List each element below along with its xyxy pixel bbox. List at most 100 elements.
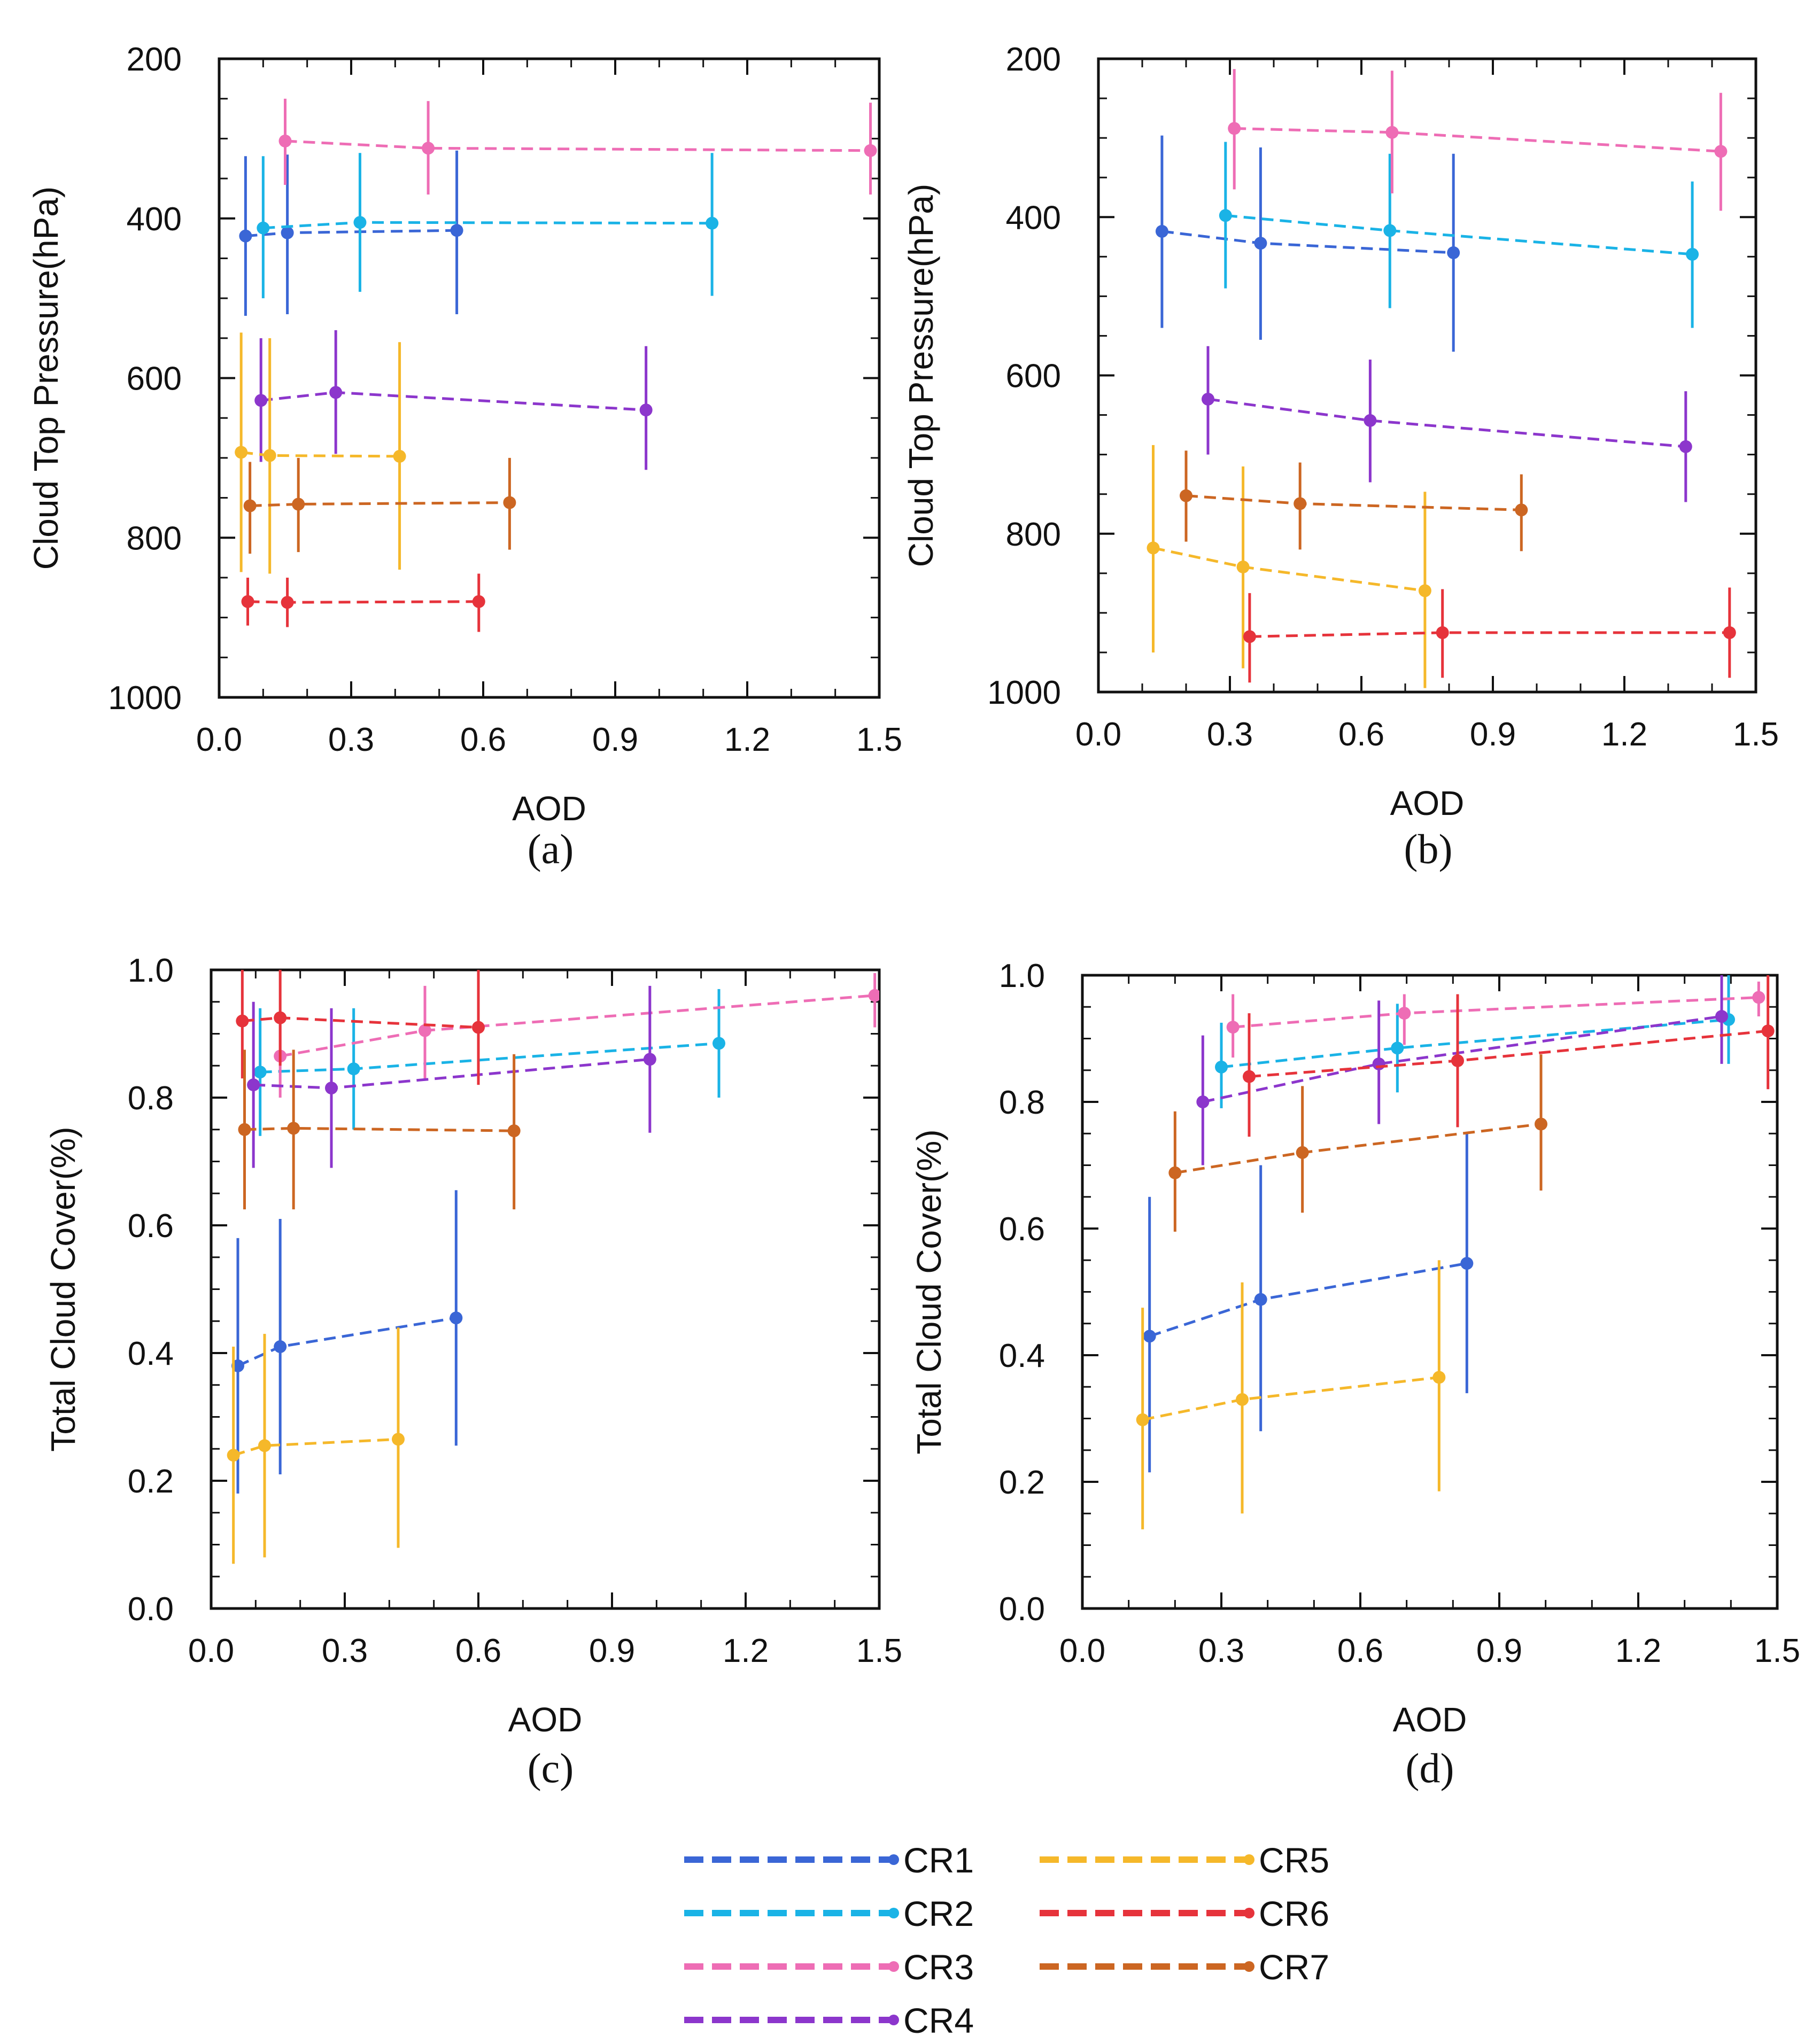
x-tick-label: 0.3 [328,721,374,758]
data-point [274,1011,287,1024]
series-line [1225,214,1693,256]
series-cr7 [243,457,516,554]
series-line [1174,1122,1542,1175]
series-line [1249,1029,1768,1078]
series-line [285,139,871,152]
data-point [472,1021,485,1034]
data-point [1215,1060,1228,1074]
y-tick-label: 400 [1006,199,1061,236]
data-point [1243,1070,1256,1083]
data-point [241,595,254,608]
x-tick-label: 0.6 [455,1633,501,1669]
data-point [450,1311,463,1325]
series-line [253,1058,650,1090]
data-point [1398,1007,1411,1020]
series-line [1249,631,1730,638]
data-point [1385,126,1399,139]
data-point [503,496,516,509]
x-tick-label: 1.2 [1615,1633,1661,1669]
data-point [1436,626,1449,639]
x-tick-label: 1.5 [856,721,902,758]
legend-item-cr6: CR6 [1040,1894,1329,1933]
x-tick-label: 0.9 [1476,1633,1522,1669]
y-tick-label: 600 [1006,358,1061,395]
series-line [1152,546,1426,592]
data-point [1447,246,1460,259]
data-point [1432,1371,1446,1384]
data-point [239,229,252,243]
chart-panel-b: 0.0 0.3 0.6 0.9 1.2 1.5 200 400 600 800 1000 AOD Clo… [902,41,1779,872]
legend-item-cr2: CR2 [684,1894,974,1933]
panels: 0.0 0.3 0.6 0.9 1.2 1.5 200 400 600 800 1000 AOD Clo… [27,41,1800,1791]
plot-frame [1097,57,1757,694]
data-point [1418,584,1431,597]
data-point [1372,1057,1385,1070]
series-group [235,98,877,632]
x-tick-label: 0.6 [1337,1633,1383,1669]
y-tick-label: 800 [127,520,182,557]
series-cr7 [238,1050,521,1210]
data-point [1383,224,1397,237]
series-cr5 [1136,1260,1446,1529]
data-point [236,1014,249,1028]
legend: CR1 CR2 CR3 CR4 CR5 CR6 CR7 [684,1840,1329,2040]
series-cr2 [257,153,719,299]
data-point [1460,1257,1474,1270]
series-cr4 [247,985,656,1168]
x-tick-label: 0.3 [1207,716,1253,753]
y-tick-label: 0.6 [128,1208,174,1245]
legend-marker [888,1961,899,1972]
legend-label: CR2 [903,1894,974,1933]
x-axis-title: AOD [1393,1700,1467,1739]
data-point [1202,392,1214,406]
legend-marker [888,2015,899,2025]
data-point [1219,209,1232,222]
legend-label: CR3 [903,1947,974,1987]
data-point [238,1123,251,1136]
data-point [347,1062,360,1076]
y-tick-label: 200 [127,41,182,78]
y-tick-label: 0.2 [128,1463,174,1500]
data-point [1515,503,1528,517]
legend-item-cr1: CR1 [684,1840,974,1880]
x-tick-label: 0.6 [460,721,506,758]
series-group [227,970,879,1564]
y-tick-label: 1.0 [999,958,1045,994]
y-tick-label: 600 [127,361,182,398]
y-tick-label: 0.2 [999,1464,1045,1501]
legend-label: CR4 [903,2001,974,2040]
data-point [227,1449,240,1462]
chart-panel-d: 0.0 0.3 0.6 0.9 1.2 1.5 0.0 0.2 0.4 0.6 0.8 1.0 AOD T… [910,958,1800,1791]
series-line [244,1126,514,1132]
series-cr5 [1147,445,1431,688]
plot-frame [1081,974,1779,1610]
data-point [1236,1393,1249,1406]
data-point [1451,1054,1464,1067]
series-line [1234,127,1721,153]
data-point [706,216,719,230]
panel-label: (a) [528,826,574,872]
series-line [1221,1018,1729,1069]
x-tick-label: 1.2 [724,721,770,758]
x-tick-label: 0.0 [196,721,242,758]
x-axis-title: AOD [512,789,586,828]
series-line [1202,1015,1722,1103]
series-cr3 [278,98,877,195]
series-cr6 [241,573,485,632]
series-line [237,1316,456,1367]
data-point [1679,440,1692,453]
legend-marker [888,1854,899,1865]
series-line [263,221,712,230]
y-tick-label: 0.8 [128,1080,174,1117]
x-tick-label: 0.0 [188,1633,234,1669]
series-cr1 [1143,1133,1474,1473]
data-point [353,216,367,229]
data-point [1254,1293,1267,1306]
data-point [235,446,248,459]
data-point [278,134,292,147]
data-point [1236,560,1250,573]
series-line [280,994,875,1058]
data-point [392,1433,405,1446]
data-point [1155,224,1168,238]
